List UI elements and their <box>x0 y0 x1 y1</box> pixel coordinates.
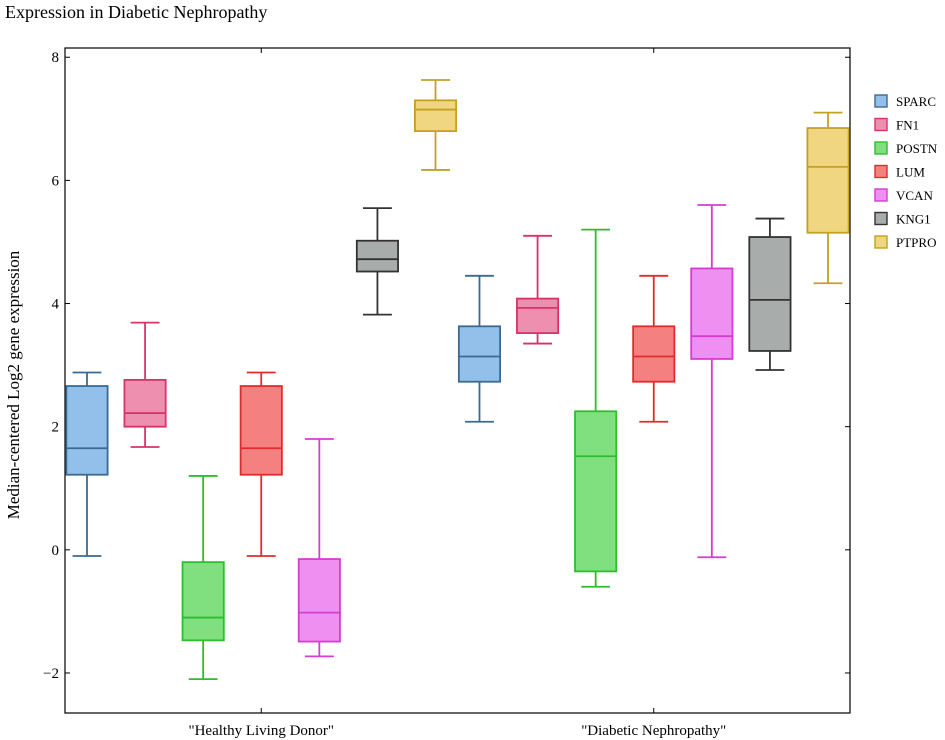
box-vcan <box>297 438 341 658</box>
box-body <box>632 325 676 383</box>
box-body <box>748 236 792 352</box>
x-axis: "Healthy Living Donor" "Diabetic Nephropa… <box>188 48 726 739</box>
box-fn1 <box>123 321 167 448</box>
legend-item-lum: LUM <box>874 164 925 180</box>
y-tick-label: 6 <box>52 173 60 189</box>
legend-item-vcan: VCAN <box>874 188 933 203</box>
box-postn <box>574 228 618 588</box>
legend-swatch <box>874 141 888 155</box>
legend-label: POSTN <box>896 141 938 156</box>
plot-frame <box>64 47 851 714</box>
boxes <box>65 79 850 681</box>
box-postn <box>181 475 225 681</box>
box-body <box>457 325 502 383</box>
legend-swatch <box>874 164 888 179</box>
legend-label: VCAN <box>896 188 933 203</box>
box-body <box>413 99 458 133</box>
y-tick-label: 8 <box>52 50 60 66</box>
legend: SPARC FN1 POSTN LUM VCAN KNG1 PTPRO <box>874 94 938 250</box>
box-kng1 <box>355 207 399 316</box>
box-sparc <box>457 274 502 423</box>
legend-item-fn1: FN1 <box>874 117 919 133</box>
box-body <box>574 410 618 573</box>
legend-label: LUM <box>896 165 925 180</box>
legend-item-sparc: SPARC <box>874 94 936 109</box>
legend-label: SPARC <box>896 94 936 109</box>
box-kng1 <box>748 217 792 371</box>
x-tick-label: "Healthy Living Donor" <box>188 723 334 739</box>
box-body <box>181 561 225 642</box>
box-body <box>123 378 167 428</box>
box-body <box>516 297 560 334</box>
chart-title: Expression in Diabetic Nephropathy <box>5 2 267 22</box>
y-tick-label: −2 <box>43 666 59 682</box>
legend-item-ptpro: PTPRO <box>874 235 936 250</box>
box-body <box>239 385 283 476</box>
box-fn1 <box>516 234 560 345</box>
y-tick-label: 2 <box>52 420 60 436</box>
box-ptpro <box>806 111 850 285</box>
box-body <box>297 558 341 643</box>
box-lum <box>239 371 283 557</box>
box-vcan <box>690 204 734 559</box>
legend-swatch <box>874 117 888 132</box>
legend-label: PTPRO <box>896 235 936 250</box>
legend-swatch <box>874 235 888 249</box>
legend-swatch <box>874 94 888 108</box>
legend-swatch <box>874 211 888 226</box>
x-tick-label: "Diabetic Nephropathy" <box>581 723 726 739</box>
y-tick-label: 0 <box>52 543 60 559</box>
legend-item-kng1: KNG1 <box>874 211 931 227</box>
box-body <box>806 127 850 234</box>
box-lum <box>632 274 676 423</box>
box-body <box>355 239 399 273</box>
y-axis-label: Median-centered Log2 gene expression <box>4 250 23 519</box>
legend-label: FN1 <box>896 118 919 133</box>
legend-swatch <box>874 188 888 202</box>
y-tick-label: 4 <box>52 297 60 313</box>
box-body <box>65 385 109 476</box>
box-sparc <box>65 371 109 557</box>
y-axis: −2 0 2 4 6 8 <box>43 50 850 682</box>
legend-label: KNG1 <box>896 212 931 227</box>
box-ptpro <box>413 79 458 171</box>
box-body <box>690 267 734 360</box>
legend-item-postn: POSTN <box>874 141 938 156</box>
